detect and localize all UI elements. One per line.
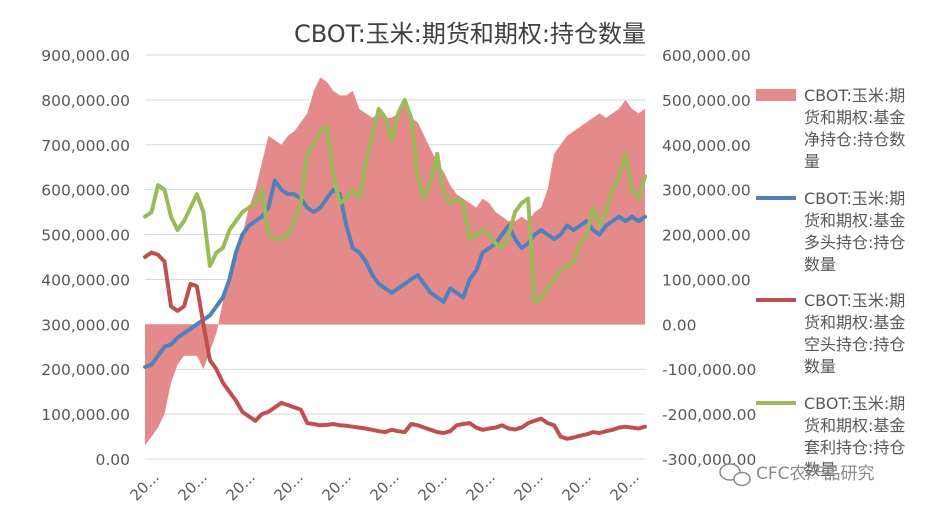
legend-label: CBOT:玉米:期 [804,291,905,310]
watermark-text: CFC农产品研究 [756,464,875,484]
x-tick-label: 20... [606,468,642,504]
left-tick-label: 500,000.00 [41,227,130,245]
right-tick-label: -100,000.00 [662,361,756,379]
x-tick-label: 20... [222,468,258,504]
legend-label: 货和期权:基金 [804,313,905,332]
right-tick-label: 200,000.00 [662,227,751,245]
left-tick-label: 600,000.00 [41,182,130,200]
legend-label: 货和期权:基金 [804,416,905,435]
legend-label: 数量 [804,460,836,479]
x-tick-label: 20... [366,468,402,504]
left-y-axis: 0.00 100,000.00 200,000.00 300,000.00 400,00… [41,47,130,469]
right-tick-label: -200,000.00 [662,406,756,424]
watermark: CFC农产品研究 [719,463,875,487]
area-net-position [145,77,645,446]
left-tick-label: 800,000.00 [41,92,130,110]
x-tick-label: 20... [126,468,162,504]
x-tick-label: 20... [558,468,594,504]
legend-label: 货和期权:基金 [804,108,905,127]
left-tick-label: 200,000.00 [41,361,130,379]
right-tick-label: 100,000.00 [662,271,751,289]
legend-label: 套利持仓:持仓 [804,438,905,457]
right-y-axis: -300,000.00 -200,000.00 -100,000.00 0.00 100… [662,47,756,469]
legend-label: 净持仓:持仓数 [804,130,905,149]
left-tick-label: 900,000.00 [41,47,130,65]
legend-swatch [756,89,796,101]
line-short-position [143,250,647,441]
x-tick-label: 20... [174,468,210,504]
legend-label: CBOT:玉米:期 [804,394,905,413]
left-tick-label: 300,000.00 [41,316,130,334]
chart-title: CBOT:玉米:期货和期权:持仓数量 [294,20,646,48]
x-tick-label: 20... [270,468,306,504]
right-tick-label: 600,000.00 [662,47,751,65]
left-tick-label: 400,000.00 [41,271,130,289]
legend-label: 量 [804,152,820,171]
right-tick-label: 0.00 [662,316,697,334]
legend-label: 货和期权:基金 [804,211,905,230]
right-tick-label: 300,000.00 [662,182,751,200]
right-tick-label: -300,000.00 [662,451,756,469]
legend-label: CBOT:玉米:期 [804,86,905,105]
right-tick-label: 500,000.00 [662,92,751,110]
wechat-icon [719,463,751,487]
net-position-area [145,77,645,446]
x-axis: 20... 20... 20... 20... 20... 20... 20... 20...… [126,468,642,504]
legend-label: 空头持仓:持仓 [804,335,905,354]
legend-label: 数量 [804,357,836,376]
x-tick-label: 20... [510,468,546,504]
line-long-position [143,178,647,369]
x-tick-label: 20... [462,468,498,504]
right-tick-label: 400,000.00 [662,137,751,155]
legend: CBOT:玉米:期货和期权:基金净持仓:持仓数量CBOT:玉米:期货和期权:基金… [756,86,905,479]
line-spread-position [143,97,647,304]
legend-label: 数量 [804,255,836,274]
left-tick-label: 100,000.00 [41,406,130,424]
left-tick-label: 0.00 [95,451,130,469]
series-lines [143,97,647,441]
x-tick-label: 20... [414,468,450,504]
legend-label: CBOT:玉米:期 [804,189,905,208]
left-tick-label: 700,000.00 [41,137,130,155]
legend-label: 多头持仓:持仓 [804,233,905,252]
x-tick-label: 20... [318,468,354,504]
